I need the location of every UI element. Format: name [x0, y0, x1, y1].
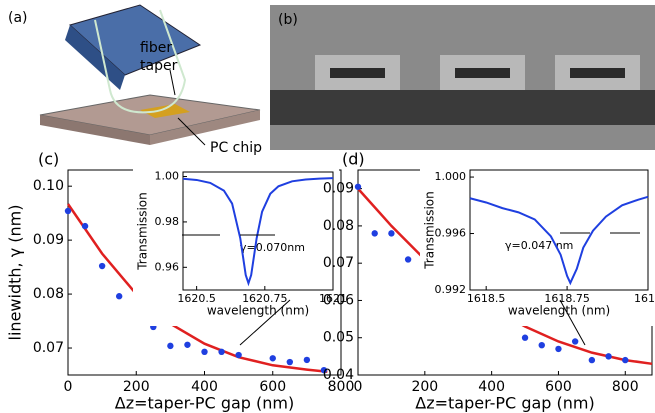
x-tick-label: 0	[354, 379, 363, 395]
data-point	[405, 256, 411, 262]
x-axis-label: wavelength (nm)	[508, 304, 610, 318]
panel-label: (c)	[38, 150, 59, 169]
y-axis-label: linewidth, γ (nm)	[6, 205, 25, 341]
panel-a: (a) fiber taper PC chip	[8, 5, 262, 156]
data-point	[304, 357, 310, 363]
y-tick-label: 0.08	[323, 218, 354, 234]
panel-label: (b)	[278, 12, 298, 28]
x-tick-label: 0	[64, 379, 73, 395]
y-tick-label: 0.09	[323, 181, 354, 197]
data-point	[622, 357, 628, 363]
x-tick-label: 1619	[634, 292, 655, 305]
y-tick-label: 0.96	[155, 260, 180, 273]
panel-label: (d)	[342, 150, 365, 169]
x-axis-label: Δz=taper-PC gap (nm)	[115, 394, 294, 413]
y-tick-label: 0.10	[33, 178, 64, 194]
data-point	[589, 357, 595, 363]
data-point	[116, 293, 122, 299]
data-point	[270, 355, 276, 361]
y-tick-label: 0.98	[155, 215, 180, 228]
y-axis-label: Transmission	[136, 192, 150, 271]
inset: 1618.51618.7516190.9920.9961.000waveleng…	[420, 166, 655, 326]
data-point	[555, 346, 561, 352]
data-point	[201, 349, 207, 355]
x-axis-label: Δz=taper-PC gap (nm)	[415, 394, 594, 413]
y-tick-label: 0.07	[33, 340, 64, 356]
y-tick-label: 1.00	[155, 170, 180, 183]
data-point	[522, 335, 528, 341]
fiber-label: fiber	[140, 40, 172, 56]
data-point	[99, 263, 105, 269]
sem-hole	[570, 68, 625, 78]
sem-hole	[455, 68, 510, 78]
y-tick-label: 0.09	[33, 232, 64, 248]
data-point	[539, 342, 545, 348]
data-point	[235, 352, 241, 358]
data-point	[65, 208, 71, 214]
x-tick-label: 1618.5	[467, 292, 506, 305]
data-point	[388, 230, 394, 236]
annotation: γ=0.047 nm	[505, 239, 573, 252]
inset-background	[133, 168, 339, 326]
y-tick-label: 0.07	[323, 255, 354, 271]
sem-trench	[270, 90, 655, 125]
data-point	[287, 359, 293, 365]
y-tick-label: 1.000	[435, 170, 467, 183]
y-tick-label: 0.996	[435, 227, 467, 240]
panel-label: (a)	[8, 10, 28, 26]
panel-b: (b)	[270, 5, 655, 150]
figure: (a) fiber taper PC chip (b) 020040060080…	[0, 0, 655, 413]
data-point	[572, 338, 578, 344]
y-tick-label: 0.06	[323, 292, 354, 308]
data-point	[605, 353, 611, 359]
data-point	[167, 343, 173, 349]
data-point	[82, 223, 88, 229]
y-tick-label: 0.08	[33, 286, 64, 302]
fiber-label: taper	[140, 58, 178, 74]
chip-label: PC chip	[210, 140, 262, 156]
data-point	[355, 184, 361, 190]
x-tick-label: 800	[612, 379, 639, 395]
y-tick-label: 0.05	[323, 330, 354, 346]
data-point	[184, 342, 190, 348]
data-point	[372, 230, 378, 236]
y-axis-label: Transmission	[423, 191, 437, 270]
x-axis-label: wavelength (nm)	[207, 304, 309, 318]
y-tick-label: 0.992	[435, 283, 467, 296]
y-tick-label: 0.04	[323, 367, 354, 383]
sem-hole	[330, 68, 385, 78]
annotation: γ=0.070nm	[240, 241, 305, 254]
data-point	[218, 349, 224, 355]
